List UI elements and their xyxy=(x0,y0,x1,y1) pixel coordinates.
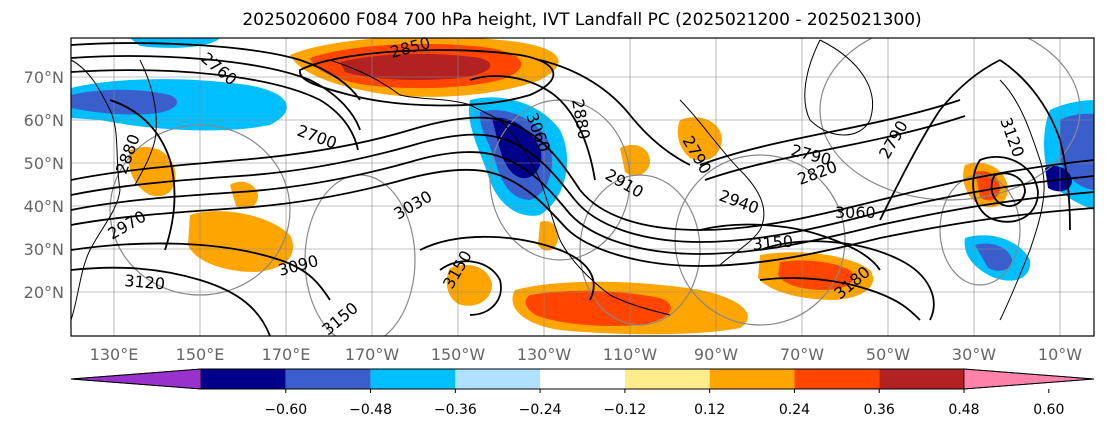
contour-atlantic-ridge xyxy=(879,59,1001,221)
lat-tick-label: 70°N xyxy=(24,68,64,87)
contour-kamchatka-trough xyxy=(109,99,176,251)
contour-east-coast-2 xyxy=(704,115,966,181)
contour-europe-trough xyxy=(999,59,1071,231)
contour-jet-4 xyxy=(71,169,1094,267)
lon-tick-label: 70°W xyxy=(780,345,824,364)
negative-region-bering-core xyxy=(71,89,178,115)
positive-region-hudson xyxy=(677,117,722,161)
lon-tick-label: 130°E xyxy=(90,345,139,364)
colorbar-segment xyxy=(879,369,964,389)
colorbar-tick-label: −0.24 xyxy=(519,402,562,418)
coastline-north-america-west xyxy=(499,119,671,316)
lat-tick-label: 30°N xyxy=(24,240,64,259)
contour-atlantic-high xyxy=(759,240,935,321)
colorbar-segment xyxy=(201,369,286,389)
colorbar-tick-label: −0.12 xyxy=(603,402,646,418)
lon-tick-label: 150°E xyxy=(176,345,225,364)
colorbar-tick-label: 0.60 xyxy=(1033,402,1064,418)
positive-region-gulf-mexico xyxy=(620,144,650,176)
map-panel: 2760 2850 2880 2790 2700 2790 2820 2910 … xyxy=(70,33,1095,339)
graticule xyxy=(71,38,1094,336)
colorbar-tick-label: −0.36 xyxy=(434,402,477,418)
lon-tick-label: 130°W xyxy=(517,345,572,364)
positive-region-central-pacific-small xyxy=(230,181,258,209)
contour-jet-3 xyxy=(71,151,1094,255)
contour-3150-east xyxy=(699,223,881,271)
contour-3090 xyxy=(71,242,331,301)
contour-2760-north xyxy=(71,42,361,101)
map-frame xyxy=(70,37,1095,337)
lon-tick-label: 50°W xyxy=(866,345,910,364)
colorbar-tick-label: 0.24 xyxy=(779,402,810,418)
lon-tick-label: 150°W xyxy=(431,345,486,364)
colorbar-under-arrow xyxy=(70,368,202,390)
lon-tick-label: 110°W xyxy=(603,345,658,364)
contour-label: 3150 xyxy=(752,232,794,254)
colorbar-segment xyxy=(794,369,880,389)
contour-jet-2 xyxy=(71,133,1094,243)
colorbar-segment xyxy=(370,369,456,389)
colorbar-segment xyxy=(709,369,795,389)
positive-region-baja xyxy=(538,220,559,251)
coastline-north-america-east xyxy=(679,99,765,266)
colorbar: −0.60 −0.48 −0.36 −0.24 −0.12 0.12 0.24 0.36 0.4… xyxy=(70,368,1095,418)
contour-jet-1 xyxy=(71,116,1094,231)
lon-tick-label: 170°E xyxy=(262,345,311,364)
lon-tick-label: 90°W xyxy=(694,345,738,364)
contour-label: 3120 xyxy=(124,271,166,293)
coastline-kamchatka xyxy=(134,59,157,186)
longitude-labels: 130°E 150°E 170°E 170°W 150°W 130°W 110°… xyxy=(90,345,1083,364)
contour-3120 xyxy=(71,266,271,336)
colorbar-segment xyxy=(624,369,710,389)
positive-region-north-pacific-max xyxy=(340,53,491,80)
contour-2820-north xyxy=(71,69,359,151)
colorbar-segment xyxy=(455,369,541,389)
lon-tick-label: 170°W xyxy=(345,345,400,364)
colorbar-segment xyxy=(285,369,371,389)
landfall-circles xyxy=(109,38,1081,336)
colorbar-tick-label: −0.60 xyxy=(264,402,307,418)
figure-title: 2025020600 F084 700 hPa height, IVT Land… xyxy=(242,10,921,30)
height-contours xyxy=(71,42,1094,336)
colorbar-outline xyxy=(70,368,1095,390)
lon-tick-label: 10°W xyxy=(1038,345,1082,364)
lat-tick-label: 50°N xyxy=(24,154,64,173)
coastline-greenland xyxy=(804,39,874,136)
contour-label: 3060 xyxy=(835,203,876,222)
coastline-europe xyxy=(999,79,1045,321)
negative-region-europe-core xyxy=(1060,113,1094,190)
latitude-labels: 70°N 60°N 50°N 40°N 30°N 20°N xyxy=(24,68,64,302)
negative-region-europe-max xyxy=(1045,165,1072,192)
lat-tick-label: 20°N xyxy=(24,283,64,302)
positive-region-caribbean-core xyxy=(778,260,854,290)
contour-east-pacific-small xyxy=(439,260,502,316)
negative-region-iberia-core xyxy=(975,243,1012,271)
colorbar-over-arrow xyxy=(963,368,1095,390)
contour-east-atlantic-low-outer xyxy=(972,155,1039,223)
lon-tick-label: 30°W xyxy=(952,345,996,364)
contour-subtropical-high xyxy=(419,235,595,301)
contour-ridge-west xyxy=(539,59,691,166)
lat-tick-label: 40°N xyxy=(24,197,64,216)
colorbar-tick-label: 0.12 xyxy=(694,402,725,418)
contour-2790-north xyxy=(71,55,361,131)
lat-tick-label: 60°N xyxy=(24,111,64,130)
contour-3180 xyxy=(759,277,921,321)
contour-east-atlantic-low xyxy=(990,172,1026,207)
colorbar-segment xyxy=(540,369,625,389)
contour-east-coast-1 xyxy=(699,99,961,166)
positive-region-subtropical-band-core xyxy=(525,290,671,326)
contour-trough-gulf-alaska xyxy=(469,75,596,181)
coastline-alaska xyxy=(329,59,501,121)
colorbar-tick-label: 0.48 xyxy=(948,402,979,418)
colorbar-tick-label: −0.48 xyxy=(349,402,392,418)
colorbar-tick-label: 0.36 xyxy=(864,402,895,418)
contour-2850-ring xyxy=(299,49,555,107)
